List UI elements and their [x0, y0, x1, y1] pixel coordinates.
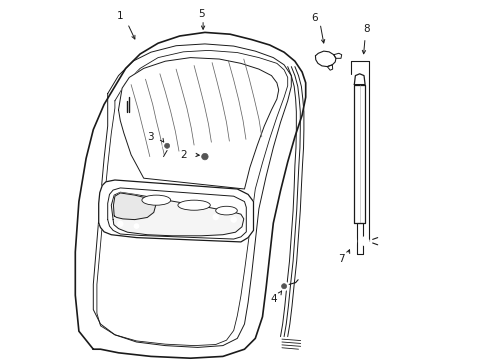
Polygon shape [99, 180, 253, 242]
Polygon shape [315, 51, 335, 67]
Ellipse shape [178, 200, 210, 210]
Text: 1: 1 [117, 11, 123, 21]
Circle shape [212, 214, 219, 220]
Circle shape [199, 150, 211, 163]
Circle shape [344, 235, 356, 248]
Text: 5: 5 [198, 9, 204, 19]
Text: 7: 7 [338, 254, 345, 264]
Circle shape [133, 223, 139, 229]
Circle shape [279, 281, 288, 291]
Circle shape [347, 238, 353, 244]
Circle shape [201, 153, 208, 160]
Ellipse shape [215, 206, 237, 215]
Polygon shape [354, 74, 365, 85]
Text: 2: 2 [180, 150, 186, 160]
Circle shape [327, 60, 332, 64]
Circle shape [320, 55, 325, 60]
Polygon shape [356, 223, 362, 254]
Circle shape [117, 221, 123, 227]
Ellipse shape [142, 195, 170, 205]
Polygon shape [111, 192, 244, 236]
Polygon shape [107, 188, 246, 239]
Circle shape [230, 216, 237, 223]
Polygon shape [326, 65, 332, 70]
Text: 3: 3 [147, 132, 154, 142]
Circle shape [281, 284, 286, 289]
Text: 6: 6 [311, 13, 317, 23]
Polygon shape [75, 32, 305, 358]
Polygon shape [354, 85, 365, 223]
Circle shape [338, 66, 351, 78]
Circle shape [342, 69, 348, 75]
Text: 4: 4 [269, 294, 276, 304]
Polygon shape [333, 53, 341, 58]
Circle shape [363, 238, 369, 244]
Circle shape [361, 235, 372, 247]
Polygon shape [118, 58, 278, 189]
Circle shape [162, 141, 171, 150]
Circle shape [164, 143, 169, 148]
Text: 8: 8 [363, 24, 369, 34]
Polygon shape [113, 193, 156, 220]
